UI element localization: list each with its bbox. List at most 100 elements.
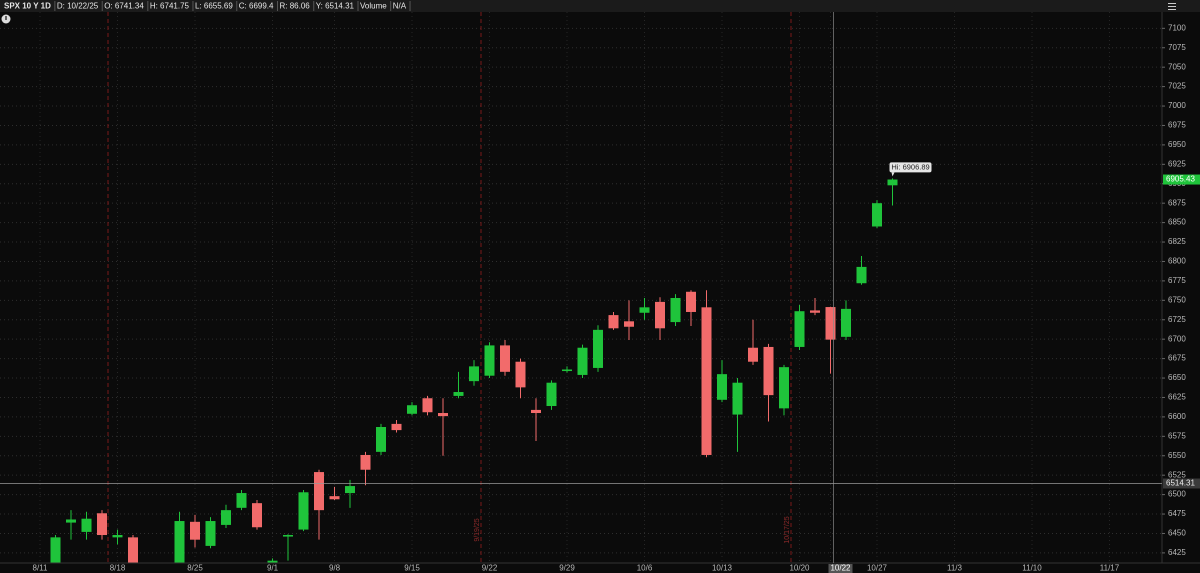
candle-body	[314, 472, 324, 511]
header-field: D: 10/22/25	[57, 2, 99, 11]
candle-body	[221, 510, 231, 525]
menu-bar	[1168, 3, 1176, 4]
x-tick-label: 11/3	[947, 564, 963, 573]
menu-icon[interactable]	[1168, 3, 1176, 10]
x-tick-label: 9/29	[559, 564, 575, 573]
y-tick-label: 6475	[1168, 509, 1186, 518]
y-tick-label: 6775	[1168, 276, 1186, 285]
candle-body	[794, 311, 805, 347]
info-icon-glyph	[5, 16, 7, 20]
candle-body	[887, 179, 898, 186]
candle-body	[112, 535, 123, 538]
x-tick-label: 10/22	[830, 564, 851, 573]
y-tick-label: 6500	[1168, 490, 1186, 499]
y-tick-label: 6875	[1168, 198, 1186, 207]
y-tick-label: 6825	[1168, 237, 1186, 246]
header-field: SPX 10 Y 1D	[4, 2, 51, 11]
y-tick-label: 6425	[1168, 548, 1186, 557]
header: SPX 10 Y 1D D: 10/22/25 O: 6741.34 H: 6741.…	[0, 0, 1200, 12]
candle-body	[329, 496, 340, 500]
candle-body	[391, 423, 402, 431]
high-marker-pointer	[891, 172, 895, 177]
candle-body	[608, 315, 619, 329]
candle-body	[345, 486, 355, 494]
y-tick-label: 6850	[1168, 218, 1186, 227]
y-tick-label: 6800	[1168, 257, 1186, 266]
candle-body	[50, 537, 61, 563]
y-tick-label: 6600	[1168, 412, 1186, 421]
y-tick-label: 7100	[1168, 23, 1186, 32]
x-tick-label: 9/15	[404, 564, 420, 573]
y-tick-label: 6550	[1168, 451, 1186, 460]
candle-body	[732, 382, 743, 415]
header-field: L: 6655.69	[195, 2, 233, 11]
y-tick-label: 6925	[1168, 159, 1186, 168]
candle-body	[701, 307, 712, 455]
candle-body	[562, 369, 572, 372]
y-tick-label: 6700	[1168, 334, 1186, 343]
header-field: N/A	[393, 2, 407, 11]
reference-label: 6514.31	[1166, 479, 1195, 488]
x-tick-label: 9/22	[482, 564, 498, 573]
y-tick-label: 6975	[1168, 121, 1186, 130]
x-tick-label: 11/10	[1022, 564, 1042, 573]
candle-body	[174, 521, 185, 563]
x-tick-label: 10/6	[637, 564, 653, 573]
header-field: Volume	[360, 2, 387, 11]
candle-body	[205, 521, 216, 546]
crosshair-label-box	[828, 564, 853, 573]
header-field: R: 86.06	[279, 2, 310, 11]
candle-body	[515, 361, 526, 388]
high-marker-label: Hi: 6906.89	[891, 162, 929, 171]
header-field: C: 6699.4	[239, 2, 274, 11]
candle-body	[655, 301, 665, 329]
y-tick-label: 7000	[1168, 101, 1186, 110]
x-tick-label: 8/18	[110, 564, 126, 573]
last-price-label: 6905.43	[1166, 175, 1195, 184]
candle-body	[81, 518, 92, 532]
candle-body	[438, 413, 448, 417]
candle-body	[872, 203, 882, 227]
header-field: H: 6741.75	[150, 2, 190, 11]
candle-body	[577, 347, 588, 375]
candle-body	[236, 493, 247, 508]
candle-body	[66, 519, 76, 523]
candle-body	[469, 366, 479, 382]
plot	[50, 178, 898, 563]
y-tick-label: 6625	[1168, 393, 1186, 402]
candle-body	[376, 426, 386, 452]
expiration-label: 9/19/25	[474, 518, 481, 541]
menu-bar	[1168, 9, 1176, 10]
candle-body	[686, 291, 696, 312]
candle-body	[810, 310, 820, 313]
candle-body	[856, 266, 867, 284]
x-tick-label: 10/20	[789, 564, 810, 573]
last-price-box	[1163, 174, 1200, 185]
candle-body	[407, 405, 417, 414]
x-tick-label: 8/25	[187, 564, 203, 573]
x-tick-label: 9/1	[267, 564, 279, 573]
candle-body	[422, 398, 433, 413]
candle-body	[190, 521, 200, 540]
candle-body	[825, 307, 836, 340]
candle-body	[484, 345, 495, 376]
y-tick-label: 7050	[1168, 62, 1186, 71]
y-tick-label: 6750	[1168, 295, 1186, 304]
high-marker-box	[889, 162, 932, 173]
candle-body	[453, 392, 464, 396]
y-tick-label: 6575	[1168, 431, 1186, 440]
candle-body	[283, 535, 293, 537]
x-tick-label: 9/8	[329, 564, 341, 573]
candle-body	[360, 454, 371, 470]
candle-body	[670, 297, 681, 323]
candle-body	[97, 513, 107, 536]
menu-bar	[1168, 6, 1176, 7]
y-tick-label: 6525	[1168, 470, 1186, 479]
candle-body	[624, 321, 634, 327]
reference-label-box	[1163, 478, 1200, 489]
candle-body	[593, 329, 603, 368]
grid	[0, 12, 1162, 563]
candle-body	[128, 537, 138, 563]
